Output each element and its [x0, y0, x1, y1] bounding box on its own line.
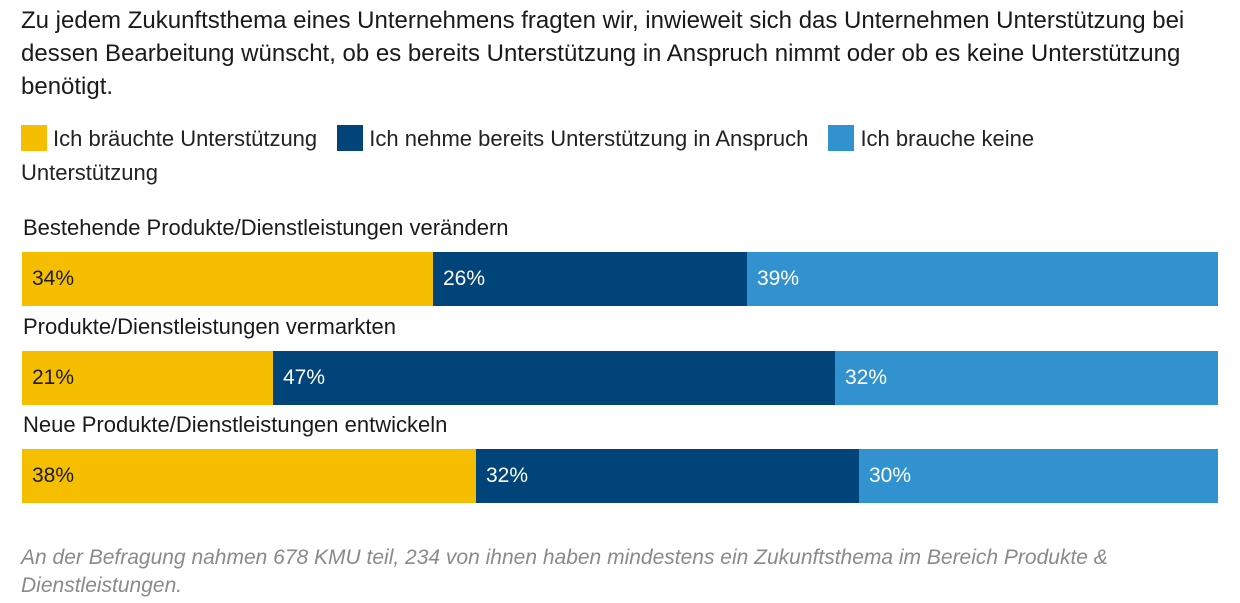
bar-segment [476, 449, 859, 503]
legend-swatch-no-support [828, 125, 855, 151]
bar-segment [22, 252, 433, 306]
chart-title: Zu jedem Zukunftsthema eines Unternehmen… [21, 7, 1185, 100]
legend: Ich bräuchte Unterstützung Ich nehme ber… [21, 122, 1131, 190]
bar-row: 38% 32% 30% [22, 449, 1218, 503]
footnote: An der Befragung nahmen 678 KMU teil, 23… [21, 546, 1108, 597]
bar-segment [433, 252, 747, 306]
legend-item-needs-support: Ich bräuchte Unterstützung [21, 125, 318, 151]
legend-label-needs-support: Ich bräuchte Unterstützung [53, 126, 318, 151]
bar-row: 34% 26% 39% [22, 252, 1218, 306]
legend-swatch-already-supported [337, 125, 364, 151]
bar-segment [273, 351, 835, 405]
bar-row: 21% 47% 32% [22, 351, 1218, 405]
legend-label-no-support: Ich brauche keine Unterstützung [21, 126, 1035, 185]
bar-segment [22, 449, 476, 503]
row-label: Produkte/Dienstleistungen vermarkten [23, 314, 396, 339]
legend-label-already-supported: Ich nehme bereits Unterstützung in Anspr… [369, 126, 809, 151]
legend-item-already-supported: Ich nehme bereits Unterstützung in Anspr… [337, 125, 809, 151]
row-label: Bestehende Produkte/Dienstleistungen ver… [23, 215, 509, 240]
row-label: Neue Produkte/Dienstleistungen entwickel… [23, 412, 448, 437]
legend-item-no-support: Ich brauche keine Unterstützung [21, 125, 1035, 185]
bar-segment [22, 351, 273, 405]
bar-segment [747, 252, 1218, 306]
bar-segment [859, 449, 1218, 503]
bar-segment [835, 351, 1218, 405]
legend-swatch-needs-support [21, 125, 47, 151]
